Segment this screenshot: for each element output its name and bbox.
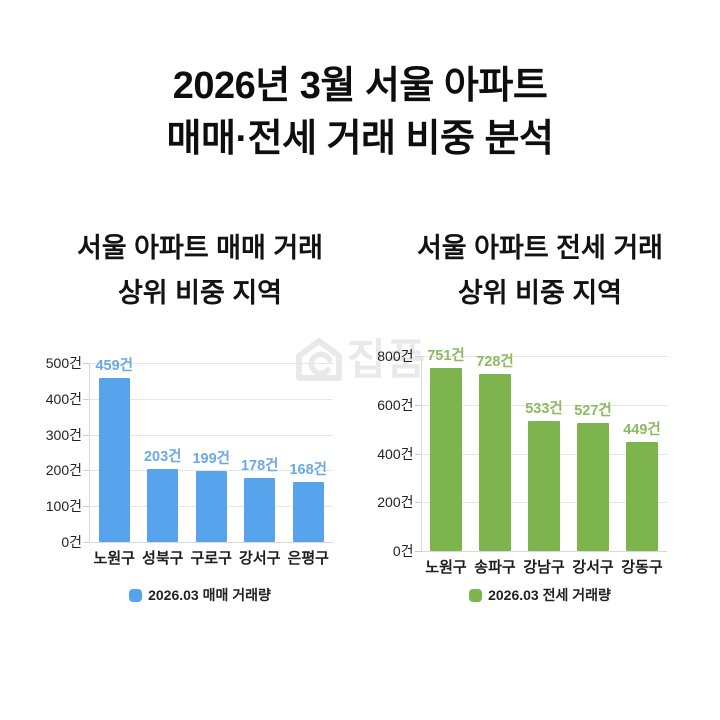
gridline [90, 542, 333, 543]
bar-구로구 [195, 470, 227, 542]
axis-tick [83, 363, 90, 364]
lease-chart-title: 서울 아파트 전세 거래 상위 비중 지역 [370, 226, 710, 316]
x-axis-label: 노원구 [425, 559, 467, 576]
sale-legend-label: 2026.03 매매 거래량 [148, 587, 271, 603]
x-axis-label: 강서구 [572, 559, 614, 576]
gridline [90, 398, 333, 400]
axis-tick [83, 398, 90, 400]
bar-강동구 [626, 441, 658, 551]
axis-tick [83, 470, 90, 472]
x-axis-label: 은평구 [287, 550, 329, 567]
page-title: 2026년 3월 서울 아파트 매매·전세 거래 비중 분석 [0, 60, 720, 166]
bar-value-label: 527건 [574, 402, 612, 419]
bar-value-label: 168건 [289, 461, 328, 478]
house-icon [296, 338, 342, 381]
axis-tick [83, 506, 90, 508]
y-axis-label: 200건 [45, 462, 82, 479]
watermark-text: 집품 [347, 336, 427, 383]
y-axis-label: 0건 [392, 543, 414, 559]
y-axis-line [420, 356, 422, 551]
x-axis-label: 성북구 [142, 550, 184, 567]
y-axis-label: 300건 [45, 426, 82, 443]
bar-value-label: 178건 [240, 458, 279, 475]
sale-chart-legend: 2026.03 매매 거래량 [30, 585, 370, 605]
lease-legend-swatch [469, 588, 483, 602]
x-axis-label: 송파구 [474, 559, 516, 576]
axis-tick [414, 404, 422, 406]
y-axis-label: 400건 [377, 445, 414, 462]
sale-chart-title-line-1: 서울 아파트 매매 거래 [76, 233, 324, 263]
page-title-line-1: 2026년 3월 서울 아파트 [172, 65, 548, 107]
axis-tick [83, 434, 90, 436]
gridline [421, 551, 667, 552]
sale-chart-title: 서울 아파트 매매 거래 상위 비중 지역 [30, 226, 370, 316]
bar-value-label: 199건 [192, 450, 231, 467]
bar-은평구 [292, 481, 324, 542]
x-axis-label: 강남구 [523, 559, 565, 576]
y-axis-label: 500건 [45, 355, 82, 371]
x-axis-label: 구로구 [190, 550, 232, 567]
watermark-logo: 집품 [295, 336, 426, 384]
gridline [90, 363, 333, 364]
axis-tick [83, 542, 90, 543]
bar-노원구 [430, 367, 462, 551]
bar-송파구 [479, 373, 511, 551]
y-axis-label: 400건 [45, 390, 82, 407]
bar-강서구 [244, 478, 276, 542]
bar-성북구 [147, 469, 179, 542]
axis-tick [414, 502, 422, 504]
lease-legend-label: 2026.03 전세 거래량 [488, 587, 611, 603]
gridline [90, 434, 333, 436]
bar-강남구 [528, 421, 560, 551]
y-axis-label: 800건 [377, 348, 414, 364]
sale-chart-title-line-2: 상위 비중 지역 [117, 278, 283, 308]
gridline [421, 356, 667, 357]
lease-chart-title-line-2: 상위 비중 지역 [457, 278, 623, 308]
x-axis-label: 강동구 [621, 559, 663, 576]
bar-value-label: 459건 [95, 357, 134, 374]
y-axis-label: 0건 [61, 534, 82, 550]
lease-chart-title-line-1: 서울 아파트 전세 거래 [416, 233, 664, 263]
y-axis-line [89, 363, 90, 542]
gridline [421, 404, 667, 406]
bar-value-label: 728건 [476, 353, 514, 370]
axis-tick [414, 551, 422, 552]
axis-tick [414, 453, 422, 455]
bar-노원구 [98, 377, 130, 542]
sale-legend-swatch [129, 588, 143, 602]
x-axis-label: 강서구 [239, 550, 281, 567]
bar-value-label: 751건 [427, 347, 465, 364]
x-axis-label: 노원구 [93, 550, 135, 567]
y-axis-label: 600건 [377, 396, 414, 413]
bar-value-label: 449건 [623, 421, 661, 438]
page-title-line-2: 매매·전세 거래 비중 분석 [166, 118, 554, 160]
y-axis-label: 100건 [45, 498, 82, 515]
bar-value-label: 533건 [525, 401, 563, 418]
y-axis-label: 200건 [377, 494, 414, 511]
bar-강서구 [577, 422, 609, 551]
bar-value-label: 203건 [143, 449, 182, 466]
axis-tick [414, 356, 422, 357]
lease-chart-legend: 2026.03 전세 거래량 [370, 585, 710, 605]
